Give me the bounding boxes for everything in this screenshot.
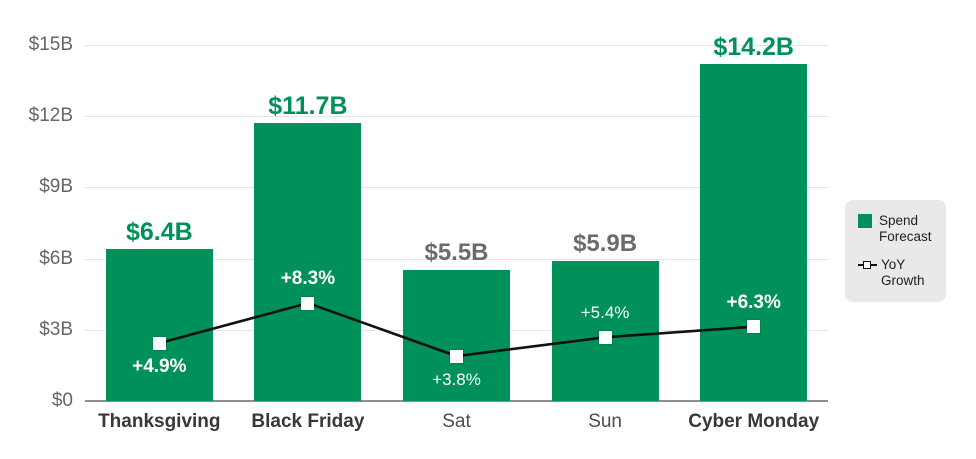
spend-forecast-swatch-icon: [858, 214, 872, 228]
bar-cyber-monday: [700, 64, 808, 401]
legend: Spend Forecast YoY Growth: [845, 200, 946, 302]
bar-value-label: $5.9B: [573, 229, 638, 257]
bar-sat: [403, 270, 510, 401]
bar-value-label: $6.4B: [125, 218, 193, 247]
gridline-15: [85, 45, 828, 46]
x-axis-line: [85, 400, 828, 402]
yoy-marker: [450, 349, 463, 363]
legend-item-yoy-growth: YoY Growth: [858, 257, 936, 289]
legend-item-spend-forecast: Spend Forecast: [858, 213, 936, 245]
bar-value-label: $5.5B: [424, 239, 489, 267]
y-axis-tick-label: $15B: [28, 34, 73, 55]
yoy-growth-line-icon: [858, 260, 877, 269]
y-axis-tick-label: $12B: [28, 105, 73, 127]
bar-thanksgiving: [105, 249, 213, 401]
bar-black-friday: [254, 123, 362, 401]
gridline-6: [85, 258, 828, 260]
bar-value-label: $11.7B: [268, 92, 348, 121]
x-axis-label-black-friday: Black Friday: [251, 411, 365, 432]
y-axis-tick-label: $9B: [39, 176, 73, 198]
legend-label: Spend Forecast: [879, 213, 932, 244]
yoy-growth-marker-icon: [863, 260, 871, 269]
yoy-growth-label: +6.3%: [726, 291, 781, 313]
bar-value-label: $14.2B: [713, 32, 794, 61]
yoy-marker: [747, 320, 761, 334]
yoy-marker: [301, 296, 315, 310]
yoy-growth-label: +5.4%: [580, 303, 630, 323]
gridline-12: [85, 116, 828, 118]
yoy-growth-label: +8.3%: [280, 268, 336, 290]
y-axis-tick-label: $6B: [39, 247, 73, 269]
x-axis-label-sat: Sat: [442, 411, 471, 432]
x-axis-label-cyber-monday: Cyber Monday: [688, 411, 820, 432]
y-axis-tick-label: $0: [51, 390, 73, 411]
yoy-growth-label: +3.8%: [432, 370, 481, 390]
yoy-marker: [598, 330, 612, 344]
x-axis-label-sun: Sun: [588, 411, 622, 432]
yoy-marker: [152, 336, 166, 350]
yoy-growth-label: +4.9%: [132, 356, 187, 378]
plot-area: +4.9% +8.3% +3.8% +5.4% +6.3%: [85, 45, 828, 402]
legend-label: YoY Growth: [881, 257, 925, 288]
gridline-9: [85, 187, 828, 189]
y-axis-tick-label: $3B: [39, 318, 73, 340]
x-axis-label-thanksgiving: Thanksgiving: [98, 411, 221, 432]
